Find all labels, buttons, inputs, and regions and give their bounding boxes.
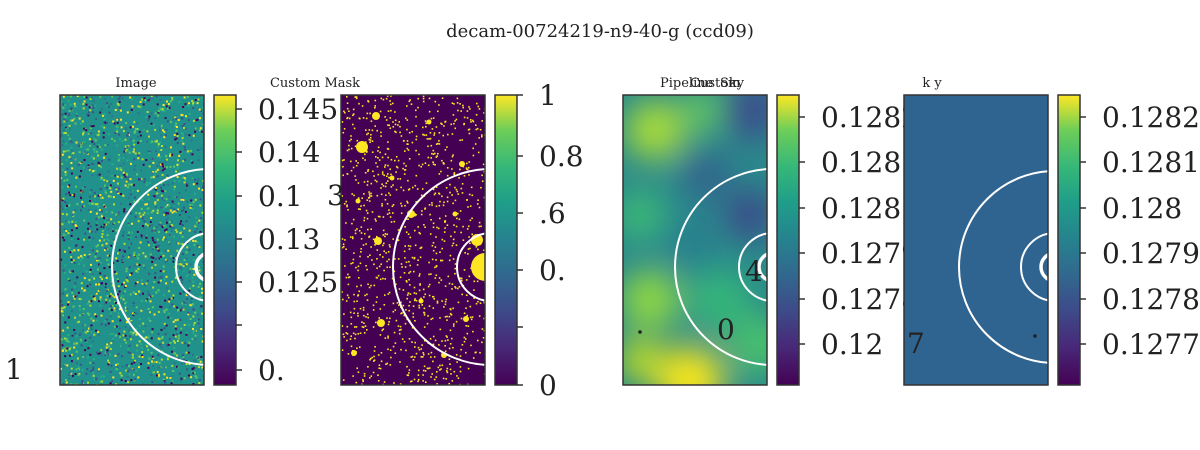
panel-title-sky-custom: Custom xyxy=(690,76,740,91)
panel-title-sky-pipeline: Pipeline xyxy=(660,76,714,91)
stray-label: 4 xyxy=(745,255,763,288)
colorbar-tick-label: 0.128 xyxy=(1102,192,1182,225)
colorbar-tick-label: 0.1278 xyxy=(821,283,919,316)
colorbar-tick-label: 0 xyxy=(539,369,557,402)
stray-label: 7 xyxy=(907,327,925,360)
ky-marker-dot xyxy=(1033,334,1037,338)
colorbar-tick-label: .6 xyxy=(539,197,566,230)
colorbar-tick-label: 0.1277 xyxy=(1102,328,1200,361)
colorbar-tick-label: 0.14 xyxy=(258,136,320,169)
colorbar-ky: 0.1282 0.1281 0.128 0.1279 0.1278 0.1277 xyxy=(1057,94,1200,386)
colorbar-tick-label: 0.145 xyxy=(258,93,338,126)
mask-heatmap xyxy=(341,95,485,385)
panel-image: Image 0.145 0.14 0.1 0.13 0.125 0. 1 xyxy=(5,76,338,387)
colorbar-tick-label: 0.128 xyxy=(821,192,901,225)
panel-title-ky: k y xyxy=(922,76,942,91)
colorbar-tick-label: 0. xyxy=(539,254,566,287)
colorbar-sky: 0.1282 0.1281 0.128 0.1279 0.1278 0.12 xyxy=(776,94,919,386)
panel-ky: k y 0.12820.12810.1280.12790.12780.1277 … xyxy=(903,76,1200,386)
ky-circles xyxy=(958,170,1048,364)
colorbar-tick-label: 0.125 xyxy=(258,266,338,299)
image-circles xyxy=(111,168,204,366)
colorbar-tick-label: 0.1281 xyxy=(821,146,919,179)
panel-sky: Pipeline Custom Sky xyxy=(622,76,919,386)
panel-custom-mask: Custom Mask xyxy=(270,76,584,402)
colorbar-tick-label: 0.1281 xyxy=(1102,146,1200,179)
colorbar-tick-label: 0.13 xyxy=(258,223,320,256)
colorbar-tick-label: 0.1 xyxy=(258,180,303,213)
ky-heatmap xyxy=(904,95,1048,385)
colorbar-custom-mask: 1 0.8 .6 0. 0 xyxy=(494,79,584,402)
colorbar-tick-label: 0.1279 xyxy=(1102,237,1200,270)
panel-title-sky-sky: Sky xyxy=(720,76,745,91)
colorbar-tick-label: 0. xyxy=(258,354,285,387)
colorbar-image: 0.145 0.14 0.1 0.13 0.125 0. xyxy=(213,93,338,387)
colorbar-tick-label: 0.8 xyxy=(539,140,584,173)
figure-title: decam-00724219-n9-40-g (ccd09) xyxy=(446,21,754,42)
stray-label: 1 xyxy=(5,353,23,386)
sky-circles xyxy=(674,168,767,366)
colorbar-tick-label: 0.1282 xyxy=(1102,101,1200,134)
mask-circles xyxy=(392,168,485,366)
colorbar-tick-label: 0.1279 xyxy=(821,237,919,270)
colorbar-tick-label: 0.1282 xyxy=(821,101,919,134)
sky-heatmap xyxy=(623,95,767,385)
panel-title-custom-mask: Custom Mask xyxy=(270,76,360,91)
colorbar-tick-label: 0.1278 xyxy=(1102,283,1200,316)
stray-label: 3 xyxy=(327,179,345,212)
image-heatmap xyxy=(60,95,204,385)
stray-label: 0 xyxy=(717,313,735,346)
colorbar-tick-label: 1 xyxy=(539,79,557,112)
colorbar-tick-label: 0.12 xyxy=(821,328,883,361)
panel-title-image: Image xyxy=(115,76,157,91)
sky-marker-dot xyxy=(638,330,642,334)
